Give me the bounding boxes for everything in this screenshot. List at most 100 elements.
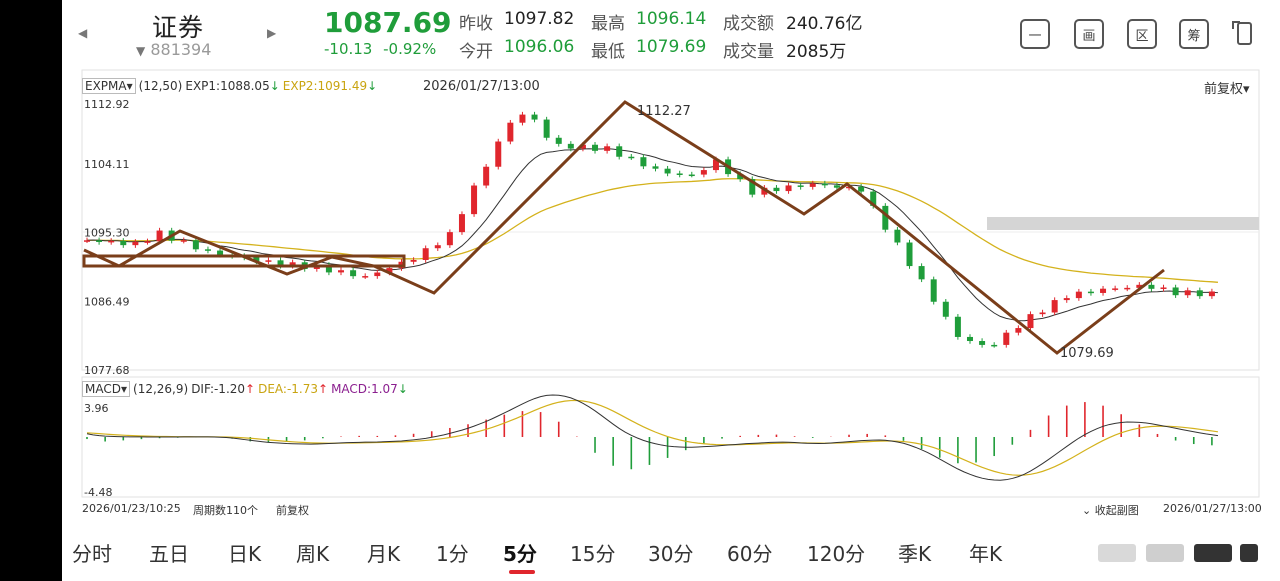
tab-9[interactable]: 60分: [727, 542, 773, 566]
y-tick-label: 1104.11: [84, 158, 130, 171]
macd-y-bottom: -4.48: [84, 486, 112, 499]
candle: [664, 168, 671, 174]
stat-label: 昨收: [459, 14, 493, 34]
candle: [1015, 328, 1022, 333]
candle: [1196, 290, 1203, 297]
candle: [495, 141, 502, 167]
change-value: -10.13: [324, 40, 373, 58]
start-date: 2026/01/23/10:25: [82, 502, 181, 515]
draw-tool-button[interactable]: 画: [1074, 19, 1104, 49]
macd-params: (12,26,9): [133, 382, 189, 396]
stock-name: 证券: [152, 13, 205, 42]
y-tick-label: 1112.92: [84, 98, 130, 111]
candle: [628, 156, 635, 159]
candle: [458, 214, 465, 233]
candle: [422, 248, 429, 260]
kline-indicator[interactable]: EXPMA▾: [82, 78, 136, 94]
candle: [446, 232, 453, 246]
landscape-icon: [1232, 21, 1252, 45]
tab-2[interactable]: 日K: [228, 542, 262, 566]
candle: [966, 336, 973, 342]
candle: [253, 257, 260, 262]
range-tool-button[interactable]: 区: [1127, 19, 1157, 49]
tab-8[interactable]: 30分: [648, 542, 694, 566]
stock-code-row[interactable]: ▼ 881394: [136, 40, 211, 59]
candle: [1208, 291, 1215, 297]
candle: [192, 240, 199, 250]
period-count: 周期数110个: [193, 504, 258, 517]
kline-datetime: 2026/01/27/13:00: [423, 79, 540, 94]
candle: [604, 146, 611, 151]
candle: [761, 187, 768, 195]
tab-7[interactable]: 15分: [570, 542, 616, 566]
tab-0[interactable]: 分时: [72, 542, 112, 566]
candle: [555, 137, 562, 144]
candle: [979, 341, 986, 345]
tab-1[interactable]: 五日: [149, 542, 189, 566]
tab-3[interactable]: 周K: [296, 542, 330, 566]
candle: [265, 260, 272, 262]
adjust-selector[interactable]: 前复权▾: [1204, 82, 1250, 97]
exp1-line: [86, 148, 1218, 322]
candle: [507, 122, 514, 142]
candle: [1124, 287, 1131, 290]
candle: [120, 240, 127, 246]
candle: [338, 270, 345, 273]
candle: [1112, 288, 1119, 290]
y-tick-label: 1086.49: [84, 295, 130, 308]
candle: [1051, 300, 1058, 313]
candle: [374, 272, 381, 277]
dif-line: [86, 394, 1219, 481]
candle: [954, 316, 961, 337]
candle: [930, 279, 937, 302]
tab-12[interactable]: 年K: [969, 542, 1003, 566]
candle: [858, 186, 865, 192]
candle: [785, 185, 792, 192]
tab-10[interactable]: 120分: [807, 542, 866, 566]
candle: [797, 185, 804, 187]
macd-indicator[interactable]: MACD▾: [82, 381, 131, 397]
candle: [277, 260, 284, 266]
y-tick-label: 1095.30: [84, 227, 130, 240]
prev-stock-icon[interactable]: ◀: [78, 26, 88, 40]
app-window: ◀ 证券 ▼ 881394 ▶ 1087.69 -10.13 -0.92% 昨收…: [62, 0, 1280, 581]
annotation-zigzag: [83, 100, 1165, 355]
candle: [942, 301, 949, 317]
tab-4[interactable]: 月K: [367, 542, 401, 566]
candle: [1184, 290, 1191, 296]
candle: [1027, 314, 1034, 329]
candle: [1160, 287, 1167, 289]
candle: [519, 114, 526, 123]
stat-value: 1096.14: [636, 9, 707, 29]
dea-label: DEA:-1.73↑: [258, 382, 329, 396]
y-tick-label: 1077.68: [84, 364, 130, 377]
chips-tool-button[interactable]: 筹: [1179, 19, 1209, 49]
collapse-subchart-button[interactable]: ⌄ 收起副图: [1082, 504, 1139, 517]
line-tool-button[interactable]: 一: [1020, 19, 1050, 49]
landscape-button[interactable]: [1230, 19, 1256, 45]
candle: [204, 249, 211, 251]
candle: [84, 240, 90, 242]
end-date: 2026/01/27/13:00: [1163, 502, 1262, 515]
candle: [325, 264, 332, 273]
candle: [217, 250, 224, 255]
candle: [132, 241, 139, 246]
tab-6[interactable]: 5分: [503, 542, 537, 566]
candle: [918, 266, 925, 280]
dropdown-icon: ▼: [136, 44, 146, 58]
candle: [833, 185, 840, 188]
candle: [749, 179, 756, 195]
next-stock-icon[interactable]: ▶: [267, 26, 277, 40]
tab-5[interactable]: 1分: [436, 542, 469, 566]
candle: [870, 191, 877, 206]
exp2-line: [86, 178, 1219, 283]
annotation-box: [82, 254, 406, 268]
more-options-icon[interactable]: [1094, 538, 1264, 572]
footer-adjust: 前复权: [276, 504, 309, 517]
chart-area[interactable]: 1112.92 1104.11 1095.30 1086.49 1077.68 3.96 -…: [62, 0, 1280, 534]
tab-11[interactable]: 季K: [898, 542, 932, 566]
candle: [1172, 287, 1179, 296]
kline-params: (12,50): [138, 79, 183, 93]
active-tab-indicator: [509, 570, 535, 574]
candle: [567, 143, 574, 149]
